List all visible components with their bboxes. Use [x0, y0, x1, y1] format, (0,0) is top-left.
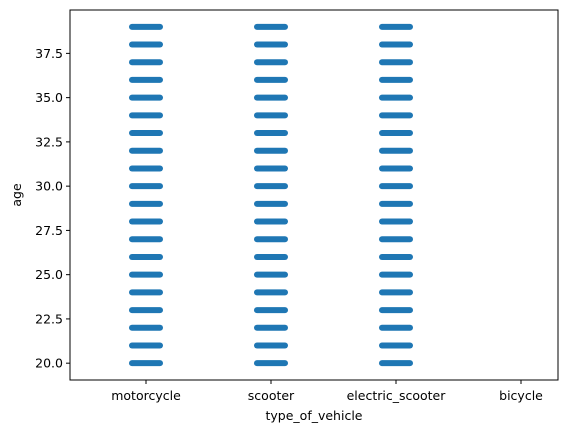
- x-axis: motorcycle scooter electric_scooter bicycle: [111, 380, 543, 403]
- y-axis: 20.0 22.5 25.0 27.5 30.0 32.5 35.0 37.5: [35, 46, 70, 371]
- y-tick-label: 25.0: [35, 267, 63, 282]
- data-marks: [129, 23, 413, 367]
- y-tick-label: 37.5: [35, 46, 63, 61]
- x-tick-label-electric_scooter: electric_scooter: [347, 388, 447, 403]
- y-tick-label: 30.0: [35, 179, 63, 194]
- x-tick-label-bicycle: bicycle: [499, 388, 543, 403]
- y-tick-label: 20.0: [35, 356, 63, 371]
- y-tick-label: 35.0: [35, 90, 63, 105]
- y-tick-label: 32.5: [35, 134, 63, 149]
- x-tick-label-motorcycle: motorcycle: [111, 388, 181, 403]
- y-tick-label: 27.5: [35, 223, 63, 238]
- y-axis-label: age: [9, 183, 24, 207]
- plot-frame: [69, 9, 559, 381]
- x-axis-label: type_of_vehicle: [266, 408, 363, 423]
- x-tick-label-scooter: scooter: [248, 388, 295, 403]
- y-tick-label: 22.5: [35, 311, 63, 326]
